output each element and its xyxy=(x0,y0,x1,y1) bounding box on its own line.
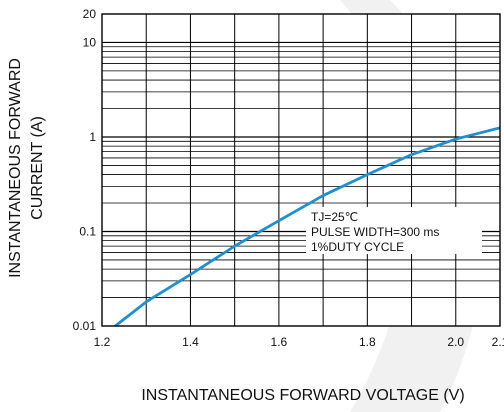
annotation-temperature: TJ=25℃ xyxy=(311,210,358,224)
y-tick-label: 20 xyxy=(83,7,97,21)
annotation-pulse-width: PULSE WIDTH=300 ms xyxy=(311,225,439,239)
plot-border xyxy=(101,13,501,327)
x-tick-label: 1.6 xyxy=(271,335,288,349)
y-tick-labels: 0.01 0.1 1 10 20 xyxy=(73,7,97,333)
x-tick-label: 2.0 xyxy=(447,335,464,349)
x-tick-labels: 1.2 1.4 1.6 1.8 2.0 2.1 xyxy=(94,335,504,349)
x-tick-label: 1.8 xyxy=(359,335,376,349)
y-tick-label: 1 xyxy=(89,130,96,144)
y-axis-label-line1: INSTANTANEOUS FORWARD xyxy=(7,58,24,278)
plot-area xyxy=(102,14,500,326)
x-axis-label: INSTANTANEOUS FORWARD VOLTAGE (V) xyxy=(141,387,464,404)
plot-frame xyxy=(101,13,501,327)
plot-background xyxy=(102,14,500,326)
y-tick-label: 0.1 xyxy=(79,224,96,238)
y-axis-label-line2: CURRENT (A) xyxy=(29,116,46,220)
series-layer xyxy=(113,126,500,326)
x-tick-label: 2.1 xyxy=(492,335,504,349)
y-tick-label: 10 xyxy=(83,35,97,49)
annotation-duty-cycle: 1%DUTY CYCLE xyxy=(311,240,404,254)
annotation-background xyxy=(306,207,482,254)
annotation-block: TJ=25℃ PULSE WIDTH=300 ms 1%DUTY CYCLE xyxy=(306,207,482,254)
x-tick-label: 1.2 xyxy=(94,335,111,349)
x-tick-label: 1.4 xyxy=(182,335,199,349)
y-tick-label: 0.01 xyxy=(73,319,97,333)
series-line-0 xyxy=(113,126,500,326)
